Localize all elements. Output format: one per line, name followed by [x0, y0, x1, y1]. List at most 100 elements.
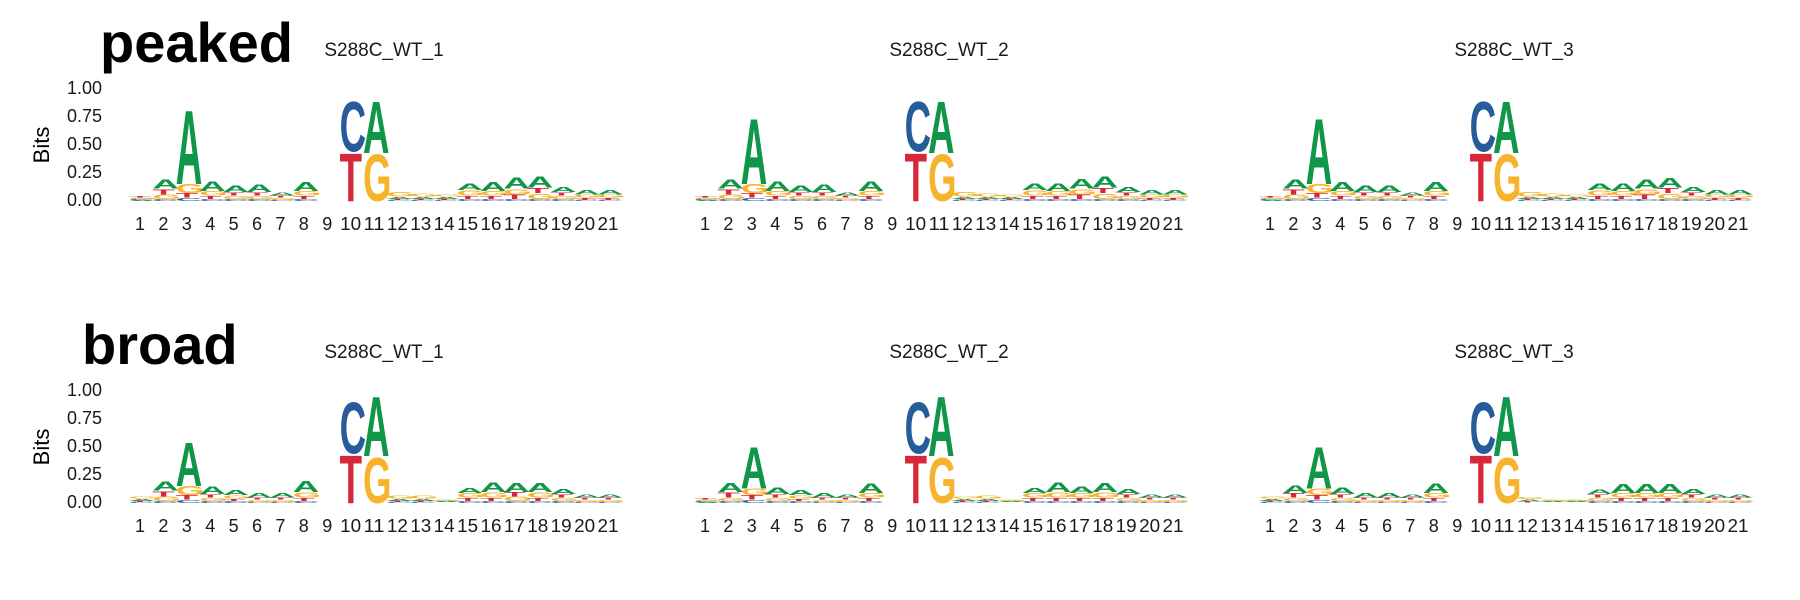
x-tick-label: 11: [929, 516, 950, 536]
letter-G: G: [1399, 197, 1428, 201]
x-tick-label: 12: [1517, 214, 1538, 234]
letter-C: C: [1092, 198, 1119, 202]
letter-G: G: [293, 490, 322, 499]
x-tick-label: 14: [434, 516, 455, 536]
letter-T: T: [1516, 199, 1539, 201]
letter-C: C: [1610, 198, 1637, 202]
letter-G: G: [550, 194, 579, 199]
letter-G: G: [1633, 492, 1662, 499]
x-tick-label: 18: [1092, 214, 1113, 234]
letter-G: G: [550, 496, 579, 501]
x-tick-label: 15: [457, 516, 478, 536]
letter-G: G: [1045, 190, 1074, 197]
letter-T: T: [1162, 197, 1185, 201]
letter-G: G: [811, 499, 840, 503]
letter-A: A: [597, 189, 623, 196]
x-tick-label: 7: [1405, 516, 1415, 536]
letter-T: T: [858, 496, 880, 501]
letter-A: A: [480, 180, 507, 194]
x-tick-label: 17: [504, 214, 525, 234]
letter-G: G: [1282, 496, 1311, 501]
letter-T: T: [1540, 199, 1563, 201]
logo-panel: S288C_WT_3CTAGCGTACTGACGTACGTACGTACGTACT…: [1259, 342, 1756, 536]
x-tick-label: 18: [1657, 516, 1678, 536]
letter-G: G: [386, 494, 415, 499]
x-tick-label: 10: [1470, 214, 1491, 234]
letter-G: G: [269, 197, 298, 201]
letter-C: C: [457, 198, 484, 202]
letter-G: G: [1115, 496, 1144, 501]
letter-G: G: [1493, 141, 1522, 215]
letter-C: C: [1282, 198, 1309, 202]
x-tick-label: 6: [817, 516, 827, 536]
letter-T: T: [176, 192, 198, 199]
letter-C: C: [1376, 502, 1403, 504]
x-tick-label: 19: [1116, 214, 1137, 234]
letter-A: A: [694, 200, 721, 202]
letter-T: T: [597, 497, 620, 501]
letter-C: C: [527, 198, 554, 202]
letter-G: G: [503, 187, 532, 196]
letter-T: T: [1162, 497, 1185, 501]
letter-T: T: [1092, 186, 1114, 195]
x-tick-label: 17: [1634, 516, 1655, 536]
letter-G: G: [694, 197, 723, 199]
letter-A: A: [152, 479, 179, 493]
letter-G: G: [1540, 192, 1569, 197]
letter-C: C: [1470, 389, 1496, 470]
letter-T: T: [386, 501, 409, 503]
letter-C: C: [152, 198, 179, 202]
x-tick-label: 10: [340, 214, 361, 234]
letter-A: A: [246, 492, 272, 499]
letter-C: C: [386, 200, 413, 202]
letter-T: T: [1470, 441, 1492, 518]
letter-G: G: [1657, 192, 1686, 201]
logo-panel: S288C_WT_3ACGTCGTACTGACTGACGTACGTACGTACT…: [1259, 40, 1756, 234]
letter-A: A: [1563, 501, 1590, 503]
letter-A: A: [433, 501, 460, 503]
x-tick-label: 18: [1092, 516, 1113, 536]
letter-G: G: [1162, 499, 1191, 503]
x-tick-label: 10: [1470, 516, 1491, 536]
x-tick-label: 20: [574, 214, 595, 234]
logo-column: TC: [340, 389, 366, 518]
letter-T: T: [788, 191, 810, 196]
x-tick-label: 18: [527, 516, 548, 536]
row-broad: broad Bits 0.00 0.25 0.50 0.75 1.00 S288C_WT_1 C…: [29, 313, 1756, 536]
x-tick-label: 5: [229, 214, 239, 234]
letter-T: T: [811, 191, 833, 196]
letter-G: G: [1399, 499, 1428, 503]
letter-A: A: [550, 185, 576, 194]
letter-A: A: [951, 498, 978, 502]
x-tick-label: 9: [322, 516, 332, 536]
letter-C: C: [1162, 502, 1189, 504]
letter-T: T: [951, 199, 974, 201]
letter-T: T: [1022, 496, 1044, 501]
logo-column: TAG: [1516, 496, 1545, 503]
letter-C: C: [717, 198, 744, 202]
letter-C: C: [340, 89, 366, 168]
letter-A: A: [928, 378, 954, 474]
letter-C: C: [1092, 500, 1119, 504]
x-tick-label: 18: [527, 214, 548, 234]
letter-T: T: [1259, 501, 1282, 503]
letter-G: G: [223, 194, 252, 199]
letter-A: A: [858, 480, 884, 496]
